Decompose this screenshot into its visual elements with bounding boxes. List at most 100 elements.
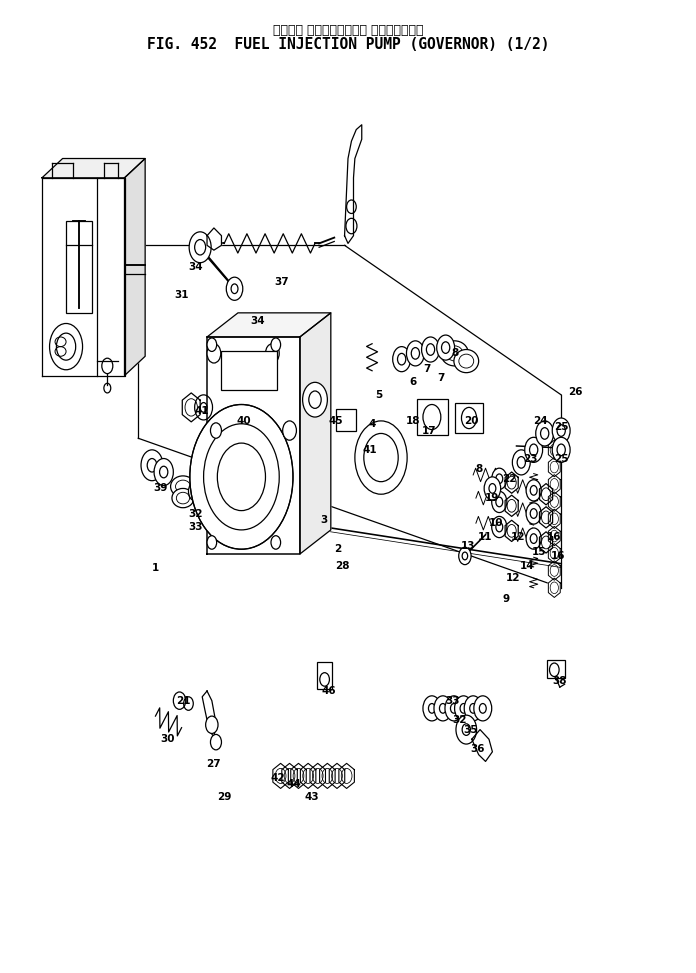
Polygon shape [548,457,560,477]
Polygon shape [472,730,492,762]
Circle shape [536,421,553,446]
Bar [66,221,92,313]
Text: フェエル インジェクション ポンプ・ガバナ: フェエル インジェクション ポンプ・ガバナ [273,24,423,37]
Text: 7: 7 [423,364,431,374]
Polygon shape [505,495,519,517]
Text: 19: 19 [485,493,500,503]
Text: 13: 13 [461,541,475,552]
Text: 42: 42 [271,773,285,783]
Ellipse shape [171,476,196,497]
Circle shape [459,547,471,564]
Bar [548,660,564,677]
Circle shape [189,232,211,263]
Text: 14: 14 [519,560,534,570]
Circle shape [464,696,482,721]
Circle shape [271,338,280,351]
Text: 27: 27 [207,759,221,770]
Circle shape [154,458,173,486]
Text: 24: 24 [533,415,548,426]
Polygon shape [282,764,297,788]
Text: 26: 26 [568,387,582,397]
Ellipse shape [441,341,468,366]
Text: 44: 44 [287,778,302,789]
Polygon shape [345,125,362,243]
Ellipse shape [454,349,479,373]
Text: 30: 30 [161,735,175,744]
Text: 2: 2 [334,544,341,555]
Text: 16: 16 [547,531,562,542]
Polygon shape [548,492,560,511]
Text: FIG. 452  FUEL INJECTION PUMP (GOVERNOR) (1/2): FIG. 452 FUEL INJECTION PUMP (GOVERNOR) … [147,37,549,52]
Polygon shape [505,521,519,542]
Text: 15: 15 [532,547,546,558]
Circle shape [552,437,570,462]
Circle shape [49,323,83,370]
Circle shape [422,337,439,362]
Text: 5: 5 [375,390,383,400]
Polygon shape [505,472,519,493]
Polygon shape [548,526,560,546]
Circle shape [283,421,296,440]
Polygon shape [207,337,300,554]
Text: 39: 39 [154,484,168,493]
Circle shape [512,450,530,475]
Circle shape [173,692,186,709]
Text: 33: 33 [188,523,203,532]
Circle shape [491,517,507,538]
Text: 33: 33 [445,696,460,705]
Text: 43: 43 [305,792,319,802]
Text: 4: 4 [368,418,376,429]
Circle shape [189,482,203,501]
Polygon shape [548,475,560,494]
Circle shape [265,343,279,363]
Text: 9: 9 [503,595,509,604]
Text: 41: 41 [363,445,377,454]
Circle shape [526,528,541,549]
Text: 32: 32 [188,509,203,519]
Text: 7: 7 [437,374,445,383]
Circle shape [226,277,243,301]
Text: 38: 38 [553,676,567,686]
Polygon shape [548,509,560,528]
Circle shape [491,491,507,513]
Text: 31: 31 [174,291,189,301]
Polygon shape [300,313,331,554]
Circle shape [207,536,216,549]
Text: 34: 34 [250,315,264,326]
Circle shape [552,418,570,443]
Circle shape [303,382,327,417]
Text: 23: 23 [523,454,537,464]
Polygon shape [207,228,221,250]
Text: 12: 12 [512,531,525,542]
Polygon shape [548,544,560,563]
Text: 41: 41 [195,407,209,416]
Polygon shape [539,484,553,505]
Text: 20: 20 [464,415,479,426]
Circle shape [484,477,500,500]
Text: 25: 25 [554,421,569,432]
Text: 1: 1 [152,563,159,573]
Circle shape [456,715,477,744]
Text: 40: 40 [236,415,251,426]
Circle shape [525,437,543,462]
Circle shape [141,450,163,481]
Text: 11: 11 [478,531,493,542]
Text: 22: 22 [503,474,517,484]
Circle shape [271,536,280,549]
Circle shape [207,338,216,351]
Text: 8: 8 [451,348,458,358]
Polygon shape [310,764,326,788]
Text: 3: 3 [320,516,328,525]
Text: 10: 10 [489,519,503,528]
Text: 34: 34 [188,262,203,271]
Ellipse shape [172,488,194,508]
Circle shape [526,503,541,524]
Polygon shape [548,560,560,580]
Polygon shape [548,578,560,597]
Text: 21: 21 [175,696,190,705]
Circle shape [434,696,452,721]
Text: 17: 17 [422,425,436,436]
Text: 46: 46 [322,686,336,696]
Circle shape [210,423,221,438]
Bar [221,351,277,390]
